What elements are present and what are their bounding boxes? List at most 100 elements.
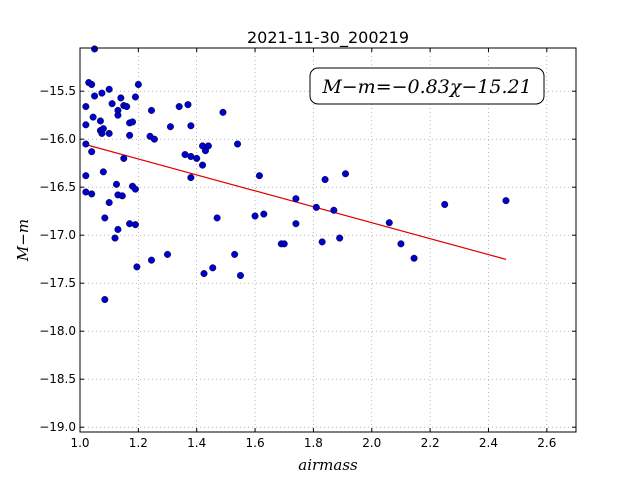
data-point: [88, 80, 96, 88]
data-point: [120, 154, 128, 162]
data-point: [204, 142, 212, 150]
y-tick-label: −15.5: [39, 84, 76, 98]
data-point: [114, 111, 122, 119]
data-point: [292, 220, 300, 228]
y-tick-label: −18.0: [39, 324, 76, 338]
data-point: [321, 176, 329, 184]
y-tick-label: −19.0: [39, 420, 76, 434]
data-point: [89, 113, 97, 121]
data-point: [336, 234, 344, 242]
y-tick-label: −17.5: [39, 276, 76, 290]
data-point: [108, 100, 116, 108]
data-point: [150, 135, 158, 143]
y-axis-label: M−m: [14, 219, 32, 262]
data-point: [111, 234, 119, 242]
data-point: [96, 117, 104, 125]
data-point: [105, 199, 113, 207]
data-point: [123, 103, 131, 111]
data-point: [219, 108, 227, 116]
x-tick-label: 2.6: [537, 436, 556, 450]
data-point: [164, 250, 172, 258]
data-point: [187, 122, 195, 130]
data-point: [147, 106, 155, 114]
x-tick-label: 1.6: [246, 436, 265, 450]
data-point: [82, 121, 90, 129]
data-point: [166, 123, 174, 131]
x-tick-label: 1.2: [129, 436, 148, 450]
equation-frame: [309, 67, 545, 105]
data-point: [441, 200, 449, 208]
data-point: [234, 140, 242, 148]
data-point: [118, 192, 126, 200]
data-point: [255, 172, 263, 180]
data-point: [131, 185, 139, 193]
fit-equation: M−m=−0.83χ−15.21: [321, 76, 531, 98]
data-point: [131, 221, 139, 229]
data-point: [236, 272, 244, 280]
data-point: [112, 180, 120, 188]
data-point: [260, 210, 268, 218]
y-tick-label: −16.0: [39, 132, 76, 146]
data-point: [88, 148, 96, 156]
data-point: [193, 154, 201, 162]
data-point: [200, 270, 208, 278]
data-point: [101, 296, 109, 304]
data-point: [99, 125, 107, 133]
chart-title: 2021-11-30_200219: [247, 28, 409, 48]
data-point: [231, 250, 239, 258]
x-axis-ticks: 1.0 1.2 1.4 1.6 1.8 2.0 2.2 2.4 2.6: [70, 48, 556, 450]
y-axis-ticks: −15.5 −16.0 −16.5 −17.0 −17.5 −18.0 −18.5 −19.0: [39, 84, 576, 434]
data-point: [105, 129, 113, 137]
x-tick-label: 1.8: [304, 436, 323, 450]
data-point: [147, 256, 155, 264]
x-tick-label: 2.4: [479, 436, 498, 450]
data-point: [114, 225, 122, 233]
data-point: [199, 161, 207, 169]
data-point: [280, 240, 288, 248]
data-point: [502, 197, 510, 205]
data-point: [133, 263, 141, 271]
data-point: [187, 152, 195, 160]
data-point: [126, 220, 134, 228]
x-tick-label: 1.4: [187, 436, 206, 450]
data-point: [101, 214, 109, 222]
data-point: [312, 203, 320, 211]
plot-area: [80, 48, 576, 432]
data-point: [187, 174, 195, 182]
data-point: [251, 212, 259, 220]
data-point: [181, 151, 189, 159]
data-point: [385, 219, 393, 227]
data-point: [131, 93, 139, 101]
x-tick-label: 2.2: [421, 436, 440, 450]
data-point: [330, 206, 338, 214]
y-tick-label: −18.5: [39, 372, 76, 386]
data-point: [91, 45, 99, 53]
data-point: [209, 264, 217, 272]
data-point: [82, 103, 90, 111]
data-point: [105, 85, 113, 93]
x-tick-label: 1.0: [70, 436, 89, 450]
data-point: [213, 214, 221, 222]
data-point: [184, 101, 192, 109]
y-tick-label: −16.5: [39, 180, 76, 194]
data-point: [82, 172, 90, 180]
data-point: [129, 118, 137, 126]
data-point: [91, 92, 99, 100]
data-point: [318, 238, 326, 246]
fit-equation-box: M−m=−0.83χ−15.21: [309, 67, 545, 105]
y-tick-label: −17.0: [39, 228, 76, 242]
x-tick-label: 2.0: [362, 436, 381, 450]
grid-lines: [79, 48, 576, 432]
data-point: [342, 170, 350, 178]
data-point: [117, 94, 125, 102]
data-point: [410, 254, 418, 262]
data-point: [397, 240, 405, 248]
data-point: [175, 103, 183, 111]
data-point: [292, 195, 300, 203]
plot-frame: [79, 47, 577, 433]
data-point: [99, 168, 107, 176]
data-points: [82, 45, 510, 304]
data-point: [82, 188, 90, 196]
data-point: [82, 140, 90, 148]
